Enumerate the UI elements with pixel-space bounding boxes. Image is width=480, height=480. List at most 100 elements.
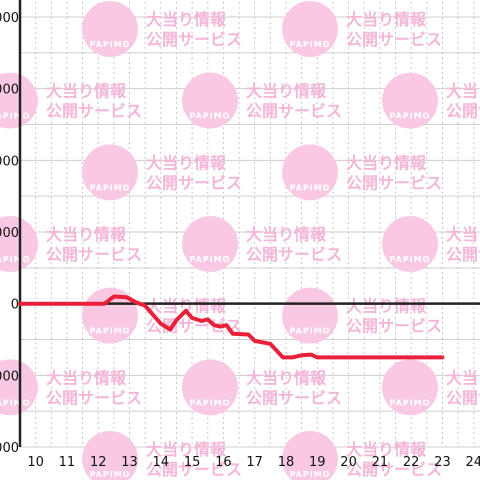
x-tick-label: 18 [278,455,295,470]
watermark-logo-circle [182,216,238,272]
watermark-logo-text: PAPIMO [90,470,131,479]
x-tick-label: 12 [90,455,107,470]
watermark-logo-circle [82,287,138,344]
watermark-line2: 公開サービス [446,102,480,121]
series-layer [18,294,445,360]
y-tick-label: 0 [11,298,19,313]
watermark-logo-text: PAPIMO [390,398,431,407]
watermark-line1: 大当り情報 [346,10,427,29]
watermark-logo-text: PAPIMO [290,327,331,336]
watermark-line2: 公開サービス [46,245,142,264]
watermark-logo-circle [382,72,438,129]
watermark-line1: 大当り情報 [146,153,227,172]
watermark-line2: 公開サービス [46,388,142,407]
x-tick-label: 10 [27,455,44,470]
watermark-line2: 公開サービス [346,30,442,49]
watermark-line2: 公開サービス [146,460,242,479]
watermark-logo-text: PAPIMO [0,112,30,121]
x-tick-label: 13 [121,455,138,470]
x-tick-label: 24 [465,455,480,470]
x-tick-label: 22 [403,455,420,470]
watermark-line1: 大当り情報 [46,82,127,101]
watermark-logo-text: PAPIMO [190,112,231,121]
watermark-logo-text: PAPIMO [390,255,431,264]
watermark-line1: 大当り情報 [446,225,480,244]
x-tick-label: 14 [153,455,170,470]
watermark-logo-circle [182,72,238,129]
x-tick-labels: 10 11 12 13 14 15 16 17 18 19 20 21 22 23 24 [27,455,480,470]
watermark-logo-text: PAPIMO [0,398,30,407]
watermark-logo-circle [82,144,138,201]
watermark-logo-circle [182,359,238,416]
y-tick-label: 40,000 [0,11,19,26]
watermark-logo-circle [282,287,338,344]
watermark-line1: 大当り情報 [146,10,227,29]
watermark-logo-text: PAPIMO [190,255,231,264]
watermark-line1: 大当り情報 [46,368,127,387]
y-tick-label: 30,000 [0,83,19,98]
watermark-line1: 大当り情報 [346,297,427,316]
watermark-line2: 公開サービス [346,460,442,479]
watermark-line2: 公開サービス [146,173,242,192]
watermark-line1: 大当り情報 [446,82,480,101]
watermark-line1: 大当り情報 [146,440,227,459]
watermark-line1: 大当り情報 [346,153,427,172]
x-tick-label: 17 [246,455,263,470]
watermark-line2: 公開サービス [246,388,342,407]
watermark-line2: 公開サービス [246,245,342,264]
watermark-line2: 公開サービス [446,245,480,264]
watermark-line2: 公開サービス [146,30,242,49]
watermark-logo-text: PAPIMO [0,255,30,264]
y-tick-label: -10,000 [0,369,19,384]
watermark-logo-text: PAPIMO [290,183,331,192]
watermark-logo-circle [282,431,338,480]
watermark-line1: 大当り情報 [246,368,327,387]
watermark-line1: 大当り情報 [246,82,327,101]
watermark-logo-text: PAPIMO [390,112,431,121]
watermark-logo-circle [382,216,438,272]
watermark-logo-circle [282,1,338,57]
watermark-line2: 公開サービス [446,388,480,407]
x-tick-label: 11 [59,455,76,470]
watermark-line1: 大当り情報 [246,225,327,244]
watermark-line2: 公開サービス [246,102,342,121]
watermark-line2: 公開サービス [346,317,442,336]
watermark-line2: 公開サービス [346,173,442,192]
watermark-logo-text: PAPIMO [290,470,331,479]
watermark-line1: 大当り情報 [146,297,227,316]
watermark-logo-circle [282,144,338,201]
watermark-logo-text: PAPIMO [90,183,131,192]
y-tick-label: 10,000 [0,226,19,241]
watermark-line1: 大当り情報 [446,368,480,387]
x-tick-label: 19 [309,455,326,470]
watermark-logo-text: PAPIMO [290,40,331,49]
watermark-logo-circle [82,1,138,57]
x-tick-label: 21 [372,455,389,470]
watermark-line1: 大当り情報 [46,225,127,244]
watermark-line1: 大当り情報 [346,440,427,459]
watermark-logo-circle [82,431,138,480]
y-tick-label: -20,000 [0,441,19,456]
y-tick-labels: -20,000 -10,000 0 10,000 20,000 30,000 40,000 [0,11,19,456]
watermark-logo-text: PAPIMO [90,327,131,336]
x-tick-label: 16 [215,455,232,470]
y-tick-label: 20,000 [0,154,19,169]
x-tick-label: 20 [340,455,357,470]
